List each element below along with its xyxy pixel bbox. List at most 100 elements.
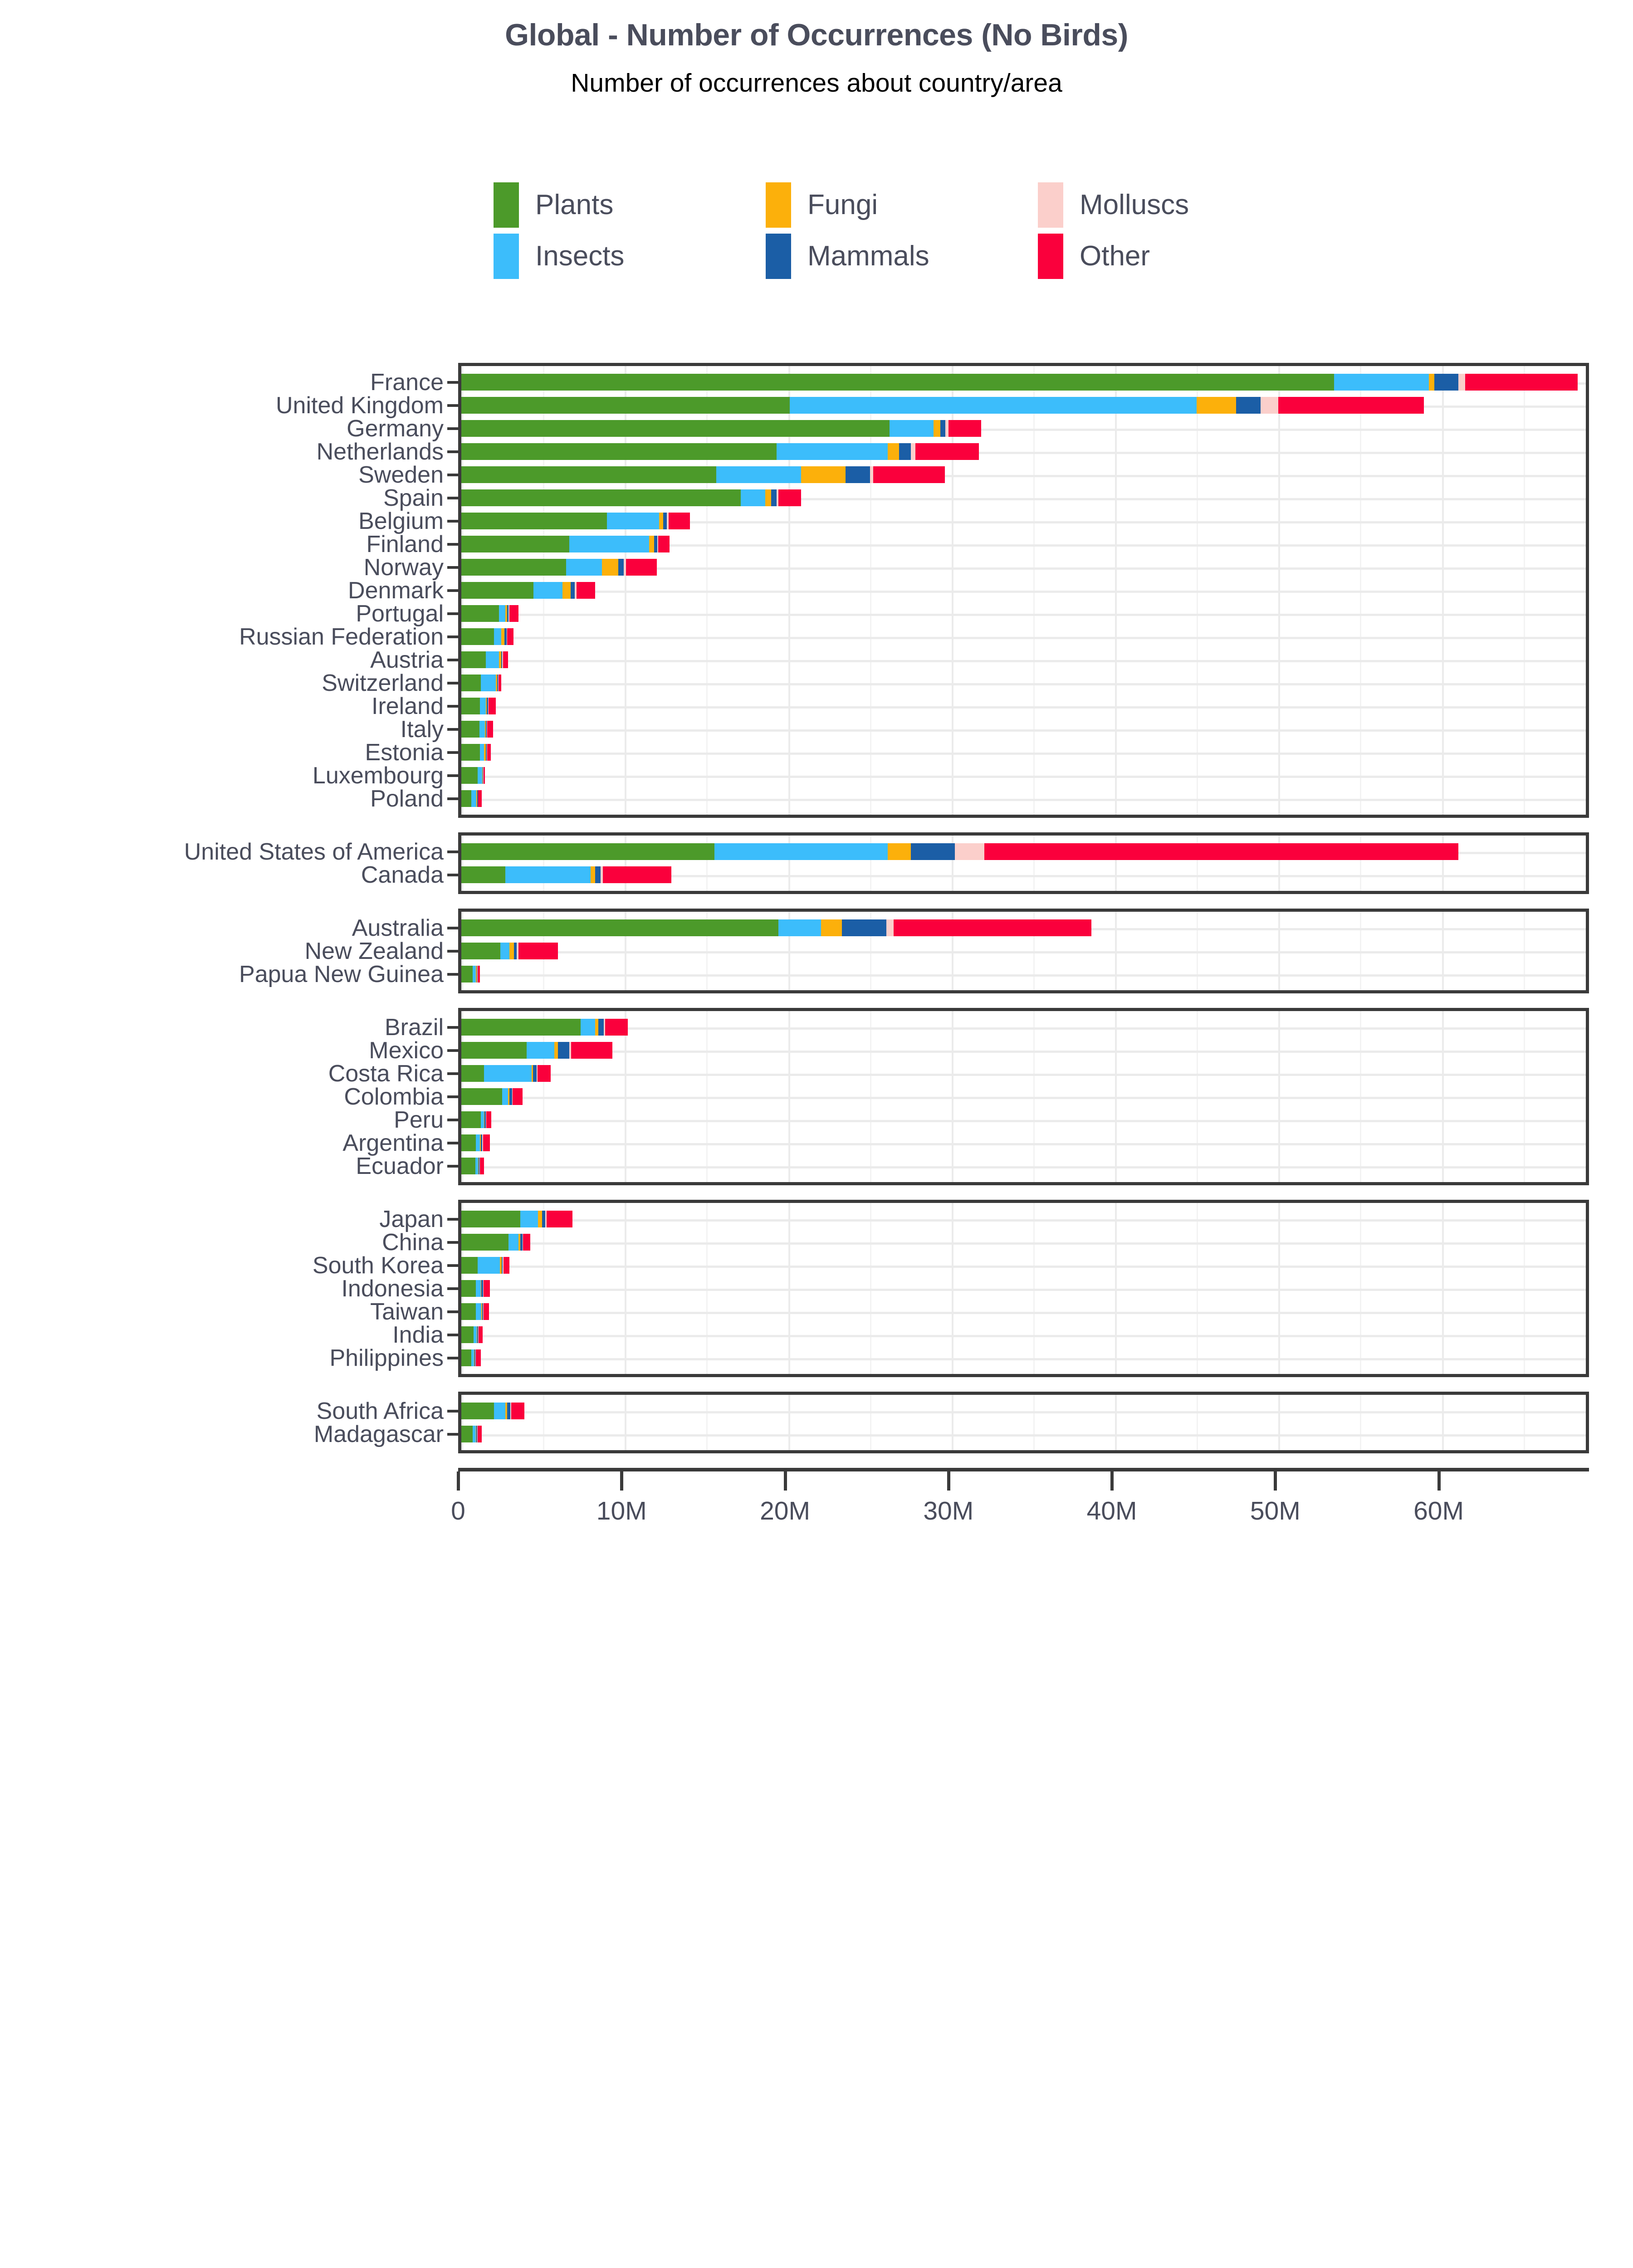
bar-austria[interactable]: [461, 651, 1586, 668]
bar-segment-insects: [476, 1303, 482, 1320]
bar-segment-other: [518, 943, 558, 959]
y-axis-tick-label: Denmark: [348, 577, 444, 604]
bar-south-korea[interactable]: [461, 1257, 1586, 1274]
gridline-major: [1115, 1395, 1117, 1450]
bar-segment-insects: [790, 397, 1197, 414]
bar-segment-mammals: [940, 420, 946, 437]
bar-canada[interactable]: [461, 866, 1586, 883]
bar-france[interactable]: [461, 374, 1586, 391]
bar-south-africa[interactable]: [461, 1403, 1586, 1419]
bar-argentina[interactable]: [461, 1134, 1586, 1151]
bar-belgium[interactable]: [461, 513, 1586, 529]
y-axis-tick-label: Canada: [361, 861, 444, 888]
bar-segment-fungi: [649, 536, 655, 552]
y-axis-tick-mark: [447, 926, 458, 929]
bar-peru[interactable]: [461, 1111, 1586, 1128]
legend-item-other[interactable]: Other: [1038, 233, 1310, 279]
bar-segment-insects: [533, 582, 563, 599]
bar-segment-other: [915, 443, 979, 460]
gridline-major: [625, 836, 627, 891]
gridline-horizontal: [461, 428, 1586, 431]
bar-japan[interactable]: [461, 1211, 1586, 1227]
y-axis-tick-label: Poland: [370, 785, 444, 812]
bar-segment-mammals: [771, 489, 777, 506]
bar-china[interactable]: [461, 1234, 1586, 1251]
bar-indonesia[interactable]: [461, 1280, 1586, 1297]
gridline-horizontal: [461, 798, 1586, 801]
bar-switzerland[interactable]: [461, 675, 1586, 691]
bar-segment-molluscs: [603, 1019, 606, 1036]
bar-ireland[interactable]: [461, 698, 1586, 714]
bar-segment-other: [576, 582, 596, 599]
bar-australia[interactable]: [461, 919, 1586, 936]
y-axis-tick-mark: [447, 543, 458, 546]
bar-segment-mammals: [595, 866, 601, 883]
y-axis-tick-mark: [447, 1026, 458, 1029]
legend-item-molluscs[interactable]: Molluscs: [1038, 182, 1310, 228]
bar-segment-molluscs: [503, 1257, 504, 1274]
bar-philippines[interactable]: [461, 1349, 1586, 1366]
y-axis-tick-mark: [447, 427, 458, 430]
bar-germany[interactable]: [461, 420, 1586, 437]
bar-sweden[interactable]: [461, 466, 1586, 483]
y-axis-tick-mark: [447, 681, 458, 684]
bar-united-states-of-america[interactable]: [461, 843, 1586, 860]
bar-segment-insects: [580, 1019, 596, 1036]
gridline-major: [788, 836, 790, 891]
bar-papua-new-guinea[interactable]: [461, 966, 1586, 982]
bar-estonia[interactable]: [461, 744, 1586, 761]
bar-italy[interactable]: [461, 721, 1586, 738]
bar-segment-molluscs: [954, 843, 984, 860]
legend-item-fungi[interactable]: Fungi: [766, 182, 1038, 228]
legend-item-insects[interactable]: Insects: [494, 233, 766, 279]
bar-segment-plants: [461, 1303, 476, 1320]
y-axis-tick-mark: [447, 1356, 458, 1359]
bar-segment-molluscs: [516, 943, 519, 959]
bar-spain[interactable]: [461, 489, 1586, 506]
bar-norway[interactable]: [461, 559, 1586, 576]
bar-portugal[interactable]: [461, 605, 1586, 622]
bar-segment-other: [948, 420, 981, 437]
bar-segment-other: [483, 767, 485, 784]
bar-mexico[interactable]: [461, 1042, 1586, 1059]
bar-luxembourg[interactable]: [461, 767, 1586, 784]
bar-brazil[interactable]: [461, 1019, 1586, 1036]
y-axis-tick-mark: [447, 704, 458, 708]
bar-segment-molluscs: [502, 651, 504, 668]
bar-segment-plants: [461, 1234, 509, 1251]
bar-segment-fungi: [476, 790, 478, 807]
bar-india[interactable]: [461, 1326, 1586, 1343]
bar-united-kingdom[interactable]: [461, 397, 1586, 414]
bar-costa-rica[interactable]: [461, 1065, 1586, 1082]
bar-russian-federation[interactable]: [461, 628, 1586, 645]
bar-segment-mammals: [514, 943, 517, 959]
bar-segment-other: [1278, 397, 1424, 414]
bar-segment-mammals: [497, 675, 498, 691]
bar-segment-plants: [461, 374, 1334, 391]
legend-item-plants[interactable]: Plants: [494, 182, 766, 228]
y-axis-tick-label: Indonesia: [341, 1275, 444, 1302]
y-axis-tick-mark: [447, 1072, 458, 1075]
bar-segment-fungi: [499, 651, 501, 668]
bar-segment-molluscs: [575, 582, 577, 599]
legend-item-mammals[interactable]: Mammals: [766, 233, 1038, 279]
bar-segment-other: [479, 1326, 483, 1343]
bar-denmark[interactable]: [461, 582, 1586, 599]
bar-netherlands[interactable]: [461, 443, 1586, 460]
bar-segment-molluscs: [870, 466, 873, 483]
bar-poland[interactable]: [461, 790, 1586, 807]
bar-segment-plants: [461, 1211, 520, 1227]
bar-segment-insects: [474, 1326, 477, 1343]
bar-finland[interactable]: [461, 536, 1586, 552]
bar-segment-mammals: [501, 1257, 503, 1274]
bar-taiwan[interactable]: [461, 1303, 1586, 1320]
bar-madagascar[interactable]: [461, 1426, 1586, 1442]
bar-ecuador[interactable]: [461, 1158, 1586, 1174]
bar-segment-fungi: [505, 1403, 507, 1419]
bar-new-zealand[interactable]: [461, 943, 1586, 959]
facet-panel: Brazil Mexico Costa Rica Colombia Peru Argent…: [0, 1008, 1633, 1185]
legend-label: Molluscs: [1080, 189, 1189, 220]
y-axis-tick-label: Madagascar: [313, 1421, 444, 1447]
y-axis-tick-label: South Africa: [316, 1398, 444, 1424]
bar-colombia[interactable]: [461, 1088, 1586, 1105]
